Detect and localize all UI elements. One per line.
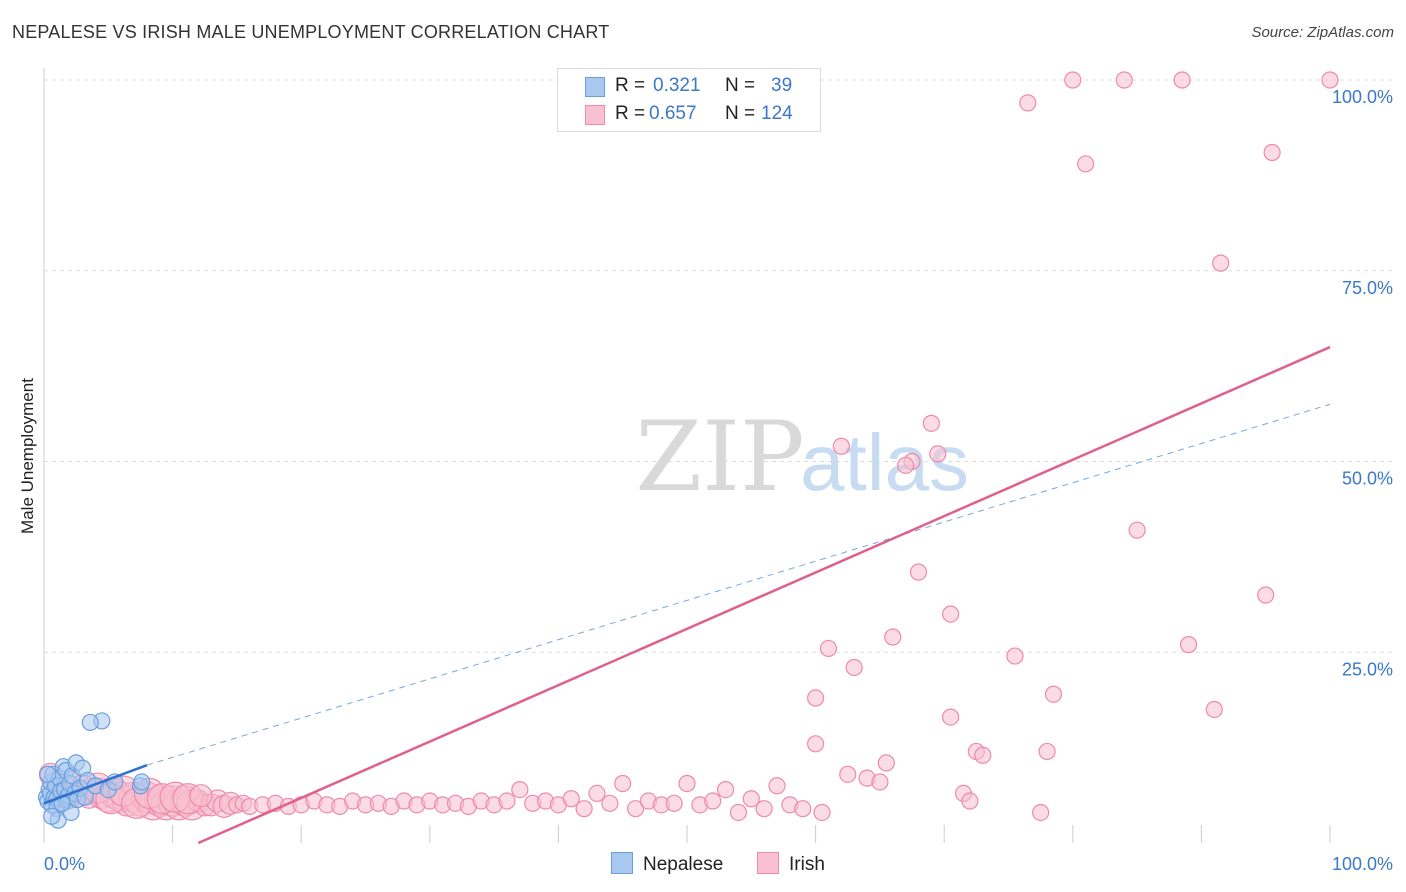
x-tick-label: 100.0% <box>1332 854 1393 874</box>
irish-swatch <box>585 105 605 125</box>
irish-point <box>839 765 857 783</box>
irish-point <box>704 792 722 810</box>
irish-legend-label: Irish <box>789 854 825 875</box>
irish-point <box>942 605 960 623</box>
irish-point <box>1032 803 1050 822</box>
irish-point <box>871 773 889 791</box>
source-label: Source: ZipAtlas.com <box>1251 24 1394 41</box>
irish-point <box>1019 94 1037 112</box>
irish-point <box>1128 521 1146 539</box>
irish-point <box>1212 254 1230 272</box>
axis-ticks: 100.0% 75.0% 50.0% 25.0% 0.0% 100.0% <box>44 87 1393 874</box>
irish-point <box>909 563 928 581</box>
irish-point <box>601 794 619 812</box>
n-label: N = <box>725 103 756 124</box>
irish-point <box>1038 742 1056 761</box>
irish-point <box>665 794 683 812</box>
n-label: N = <box>725 75 756 96</box>
nepalese-legend-swatch <box>611 852 633 874</box>
irish-point <box>716 780 735 799</box>
irish-point <box>929 445 947 463</box>
x-tick-label: 0.0% <box>44 854 85 874</box>
nepalese-point <box>133 773 151 791</box>
watermark-zip: ZIP <box>635 401 804 513</box>
irish-point <box>729 803 748 822</box>
irish-point <box>1179 636 1198 654</box>
n-value: 124 <box>761 103 793 124</box>
irish-point <box>1263 143 1281 162</box>
nepalese-trend-line <box>43 764 148 805</box>
y-tick-label: 50.0% <box>1342 469 1393 489</box>
watermark-atlas: atlas <box>800 418 969 507</box>
r-label: R = <box>615 75 646 96</box>
r-value: 0.657 <box>649 103 697 124</box>
irish-point <box>877 754 895 772</box>
irish-point <box>678 774 696 793</box>
irish-point <box>768 777 786 795</box>
irish-point <box>1077 155 1095 173</box>
irish-points <box>38 71 1339 822</box>
irish-point <box>942 708 960 726</box>
irish-point <box>1115 71 1133 89</box>
nepalese-swatch <box>585 77 605 97</box>
nepalese-legend-label: Nepalese <box>643 854 724 875</box>
irish-legend-swatch <box>757 852 779 874</box>
r-value: 0.321 <box>653 75 701 96</box>
n-value: 39 <box>771 75 793 96</box>
trend-lines <box>43 345 1331 845</box>
irish-point <box>819 639 838 658</box>
correlation-legend: R = 0.321 N = 39 R = 0.657 N = 124 <box>557 68 821 132</box>
y-tick-label: 75.0% <box>1342 278 1393 298</box>
irish-point <box>511 780 529 799</box>
irish-point <box>832 437 850 455</box>
y-tick-label: 25.0% <box>1342 659 1393 679</box>
irish-point <box>1064 71 1082 89</box>
irish-point <box>1257 586 1275 604</box>
nepalese-point <box>43 807 61 825</box>
irish-point <box>1006 647 1024 665</box>
irish-point <box>614 774 632 793</box>
irish-point <box>922 414 940 432</box>
chart-title: NEPALESE VS IRISH MALE UNEMPLOYMENT CORR… <box>12 22 610 42</box>
irish-point <box>845 658 863 677</box>
irish-point <box>961 792 979 810</box>
irish-point <box>575 800 593 818</box>
y-tick-label: 100.0% <box>1332 87 1393 107</box>
legend-row-nepalese: R = 0.321 N = 39 <box>558 73 820 101</box>
irish-point <box>562 790 580 808</box>
nepalese-point <box>81 713 99 732</box>
irish-point <box>974 746 992 764</box>
legend-item-irish[interactable]: Irish <box>757 852 825 876</box>
irish-point <box>1044 685 1063 703</box>
irish-point <box>884 628 902 646</box>
irish-point <box>1173 71 1191 89</box>
legend-row-irish: R = 0.657 N = 124 <box>558 101 820 129</box>
irish-point <box>742 790 760 808</box>
irish-point <box>588 784 606 803</box>
nepalese-trend-extension <box>146 403 1331 766</box>
irish-point <box>1205 700 1223 719</box>
irish-point <box>897 456 915 474</box>
legend-item-nepalese[interactable]: Nepalese <box>611 852 723 876</box>
irish-trend-line <box>197 345 1331 845</box>
irish-point <box>813 803 831 822</box>
nepalese-point <box>39 765 57 783</box>
r-label: R = <box>615 103 646 124</box>
irish-point <box>626 800 645 818</box>
irish-point <box>498 792 516 810</box>
irish-point <box>806 735 825 753</box>
irish-point <box>755 800 773 818</box>
irish-point <box>189 784 213 808</box>
irish-point <box>794 800 812 818</box>
irish-point <box>1321 71 1339 89</box>
irish-point <box>806 689 825 707</box>
